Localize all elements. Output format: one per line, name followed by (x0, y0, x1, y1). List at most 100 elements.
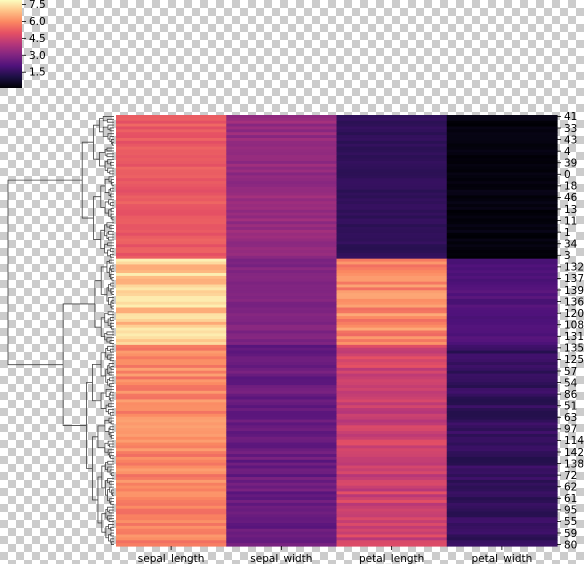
heatmap-cell (226, 413, 338, 418)
heatmap-cell (336, 500, 448, 504)
heatmap-cell (116, 235, 227, 240)
heatmap-cell (336, 137, 448, 142)
dendrogram-link (111, 541, 114, 545)
heatmap-cell (116, 198, 227, 202)
dendrogram-link (111, 492, 114, 497)
heatmap-cell (336, 442, 448, 447)
row-tick-label: 136 (564, 296, 584, 308)
heatmap-cell (226, 425, 338, 429)
column-tick-labels: sepal_length sepal_width petal_length petal… (138, 546, 532, 564)
heatmap-cell (336, 247, 448, 251)
heatmap-cell (336, 341, 448, 346)
heatmap-cell (116, 255, 227, 260)
dendrogram-link (106, 261, 110, 273)
heatmap-cell (336, 485, 448, 490)
heatmap-cell (226, 155, 338, 159)
heatmap-cell (336, 186, 448, 191)
heatmap-cell (446, 115, 558, 119)
heatmap-cell (446, 117, 558, 122)
heatmap-cell (336, 451, 448, 455)
dendrogram-link (106, 287, 109, 302)
heatmap-cell (226, 376, 338, 380)
heatmap-cell (446, 534, 558, 538)
heatmap-cell (116, 221, 227, 225)
heatmap-cell (336, 419, 448, 424)
heatmap-cell (446, 252, 558, 257)
heatmap-cell (446, 416, 558, 421)
dendrogram-link (110, 248, 114, 252)
heatmap-cell (446, 393, 558, 398)
heatmap-cell (336, 439, 448, 444)
heatmap-cell (336, 206, 448, 211)
heatmap-cell (116, 137, 227, 142)
heatmap-cell (446, 479, 558, 484)
heatmap-cell (116, 508, 227, 513)
heatmap-cell (446, 175, 558, 179)
heatmap-cell (116, 186, 227, 191)
heatmap-cell (336, 433, 448, 438)
heatmap-cell (446, 350, 558, 355)
heatmap-cell (226, 238, 338, 243)
heatmap-cell (116, 439, 227, 444)
heatmap-cell (336, 273, 448, 277)
heatmap-cell (446, 304, 558, 309)
heatmap-cell (116, 362, 227, 366)
heatmap-cell (116, 370, 227, 375)
dendrogram-link (111, 182, 114, 186)
heatmap-cell (446, 448, 558, 452)
heatmap-cell (116, 278, 227, 283)
dendrogram-link (110, 538, 114, 544)
heatmap-cell (336, 172, 448, 176)
heatmap-cell (446, 344, 558, 349)
heatmap-cell (226, 270, 338, 274)
heatmap-cell (336, 362, 448, 366)
dendrogram-link (106, 232, 109, 239)
heatmap-cell (226, 494, 338, 498)
heatmap-cell (446, 140, 558, 145)
heatmap-cell (226, 514, 338, 518)
heatmap-cell (116, 183, 227, 188)
heatmap-cell (336, 290, 448, 294)
dendrogram-link (110, 420, 114, 425)
heatmap-cell (446, 244, 558, 248)
heatmap-cell (446, 284, 558, 288)
heatmap-cell (336, 534, 448, 538)
dendrogram-link (109, 432, 114, 438)
row-tick-label: 138 (564, 458, 584, 470)
heatmap-cell (336, 413, 448, 418)
row-tick-label: 1 (564, 227, 571, 239)
dendrogram-link (108, 236, 114, 241)
heatmap-cell (446, 390, 558, 395)
dendrogram-link (110, 202, 114, 206)
dendrogram-link (107, 249, 111, 257)
heatmap-cell (116, 247, 227, 251)
heatmap-cell (446, 261, 558, 266)
heatmap-cell (226, 359, 338, 363)
heatmap-cell (336, 477, 448, 481)
row-tick-label: 34 (564, 239, 578, 251)
heatmap-cell (446, 364, 558, 369)
heatmap-cell (116, 290, 227, 294)
heatmap-cell (446, 250, 558, 254)
dendrogram-link (104, 243, 108, 254)
heatmap-cell (446, 439, 558, 444)
heatmap-cell (116, 537, 227, 541)
heatmap-cell (116, 215, 227, 220)
heatmap-cell (446, 126, 558, 130)
heatmap-cell (226, 321, 338, 326)
row-tick-label: 135 (564, 343, 584, 355)
heatmap-cell (336, 218, 448, 222)
heatmap-cell (446, 212, 558, 217)
heatmap-cell (116, 540, 227, 544)
heatmap-cell (116, 531, 227, 536)
heatmap-cell (116, 201, 227, 205)
heatmap-cell (226, 115, 338, 119)
heatmap-cell (446, 123, 558, 128)
heatmap-cell (226, 341, 338, 346)
heatmap-cell (226, 120, 338, 125)
heatmap-cell (336, 244, 448, 248)
dendrogram-link (111, 305, 114, 310)
dendrogram-link (104, 419, 109, 432)
heatmap-cell (446, 500, 558, 504)
heatmap-cell (116, 511, 227, 515)
